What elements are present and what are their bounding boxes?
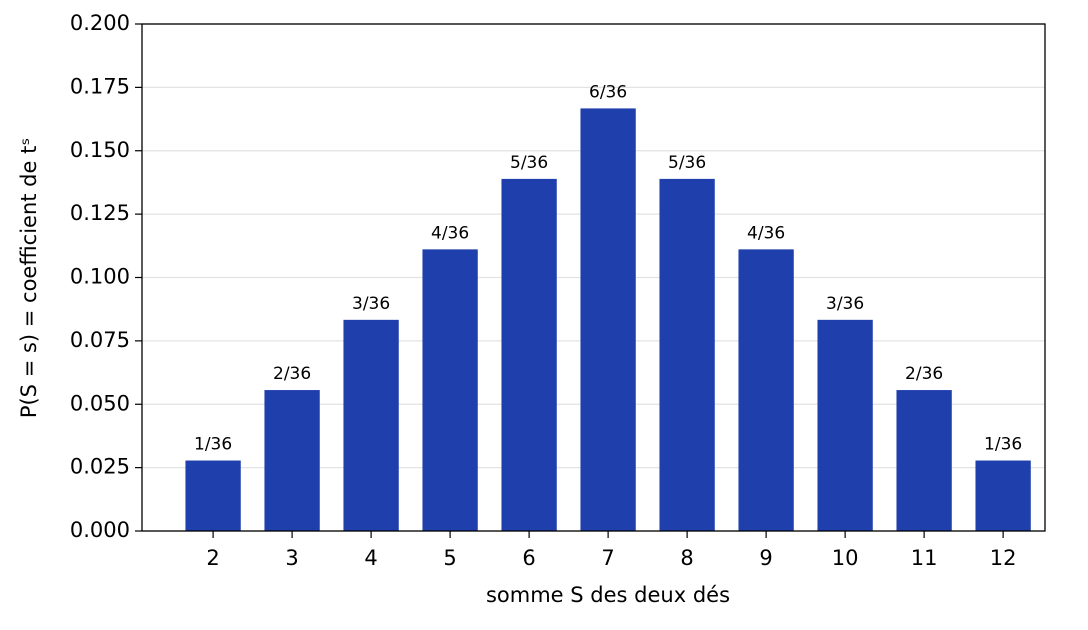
x-tick-label: 9	[759, 546, 772, 570]
value-label: 1/36	[984, 435, 1022, 455]
value-label: 2/36	[905, 364, 943, 384]
x-tick-label: 11	[911, 546, 938, 570]
y-axis-label: P(S = s) = coefficient de tˢ	[17, 138, 41, 418]
bar	[185, 460, 241, 531]
value-label: 4/36	[431, 223, 469, 243]
value-label: 5/36	[510, 153, 548, 173]
y-tick-label: 0.100	[70, 265, 130, 289]
x-axis-label: somme S des deux dés	[486, 583, 730, 607]
bar	[975, 460, 1031, 531]
bar	[817, 319, 873, 531]
y-tick-label: 0.150	[70, 138, 130, 162]
value-label: 6/36	[589, 82, 627, 102]
y-tick-label: 0.075	[70, 328, 130, 352]
value-label: 3/36	[826, 294, 864, 314]
bar	[422, 249, 478, 531]
x-tick-label: 8	[680, 546, 693, 570]
bar	[659, 178, 715, 532]
y-tick-label: 0.050	[70, 391, 130, 415]
x-tick-label: 7	[601, 546, 614, 570]
value-label: 5/36	[668, 153, 706, 173]
value-label: 2/36	[273, 364, 311, 384]
bar	[580, 108, 636, 531]
y-tick-label: 0.175	[70, 74, 130, 98]
bar	[501, 178, 557, 532]
x-tick-label: 10	[832, 546, 859, 570]
y-tick-label: 0.025	[70, 455, 130, 479]
y-tick-label: 0.200	[70, 11, 130, 35]
bar	[343, 319, 399, 531]
bar	[738, 249, 794, 531]
x-tick-label: 12	[990, 546, 1017, 570]
value-label: 1/36	[194, 435, 232, 455]
plot-frame	[141, 23, 1046, 532]
x-tick-label: 2	[206, 546, 219, 570]
y-tick-label: 0.000	[70, 518, 130, 542]
x-tick-label: 4	[364, 546, 377, 570]
bar	[896, 390, 952, 531]
bar	[264, 390, 320, 531]
value-label: 3/36	[352, 294, 390, 314]
value-label: 4/36	[747, 223, 785, 243]
x-tick-label: 5	[443, 546, 456, 570]
x-tick-label: 6	[522, 546, 535, 570]
y-tick-label: 0.125	[70, 201, 130, 225]
x-tick-label: 3	[285, 546, 298, 570]
